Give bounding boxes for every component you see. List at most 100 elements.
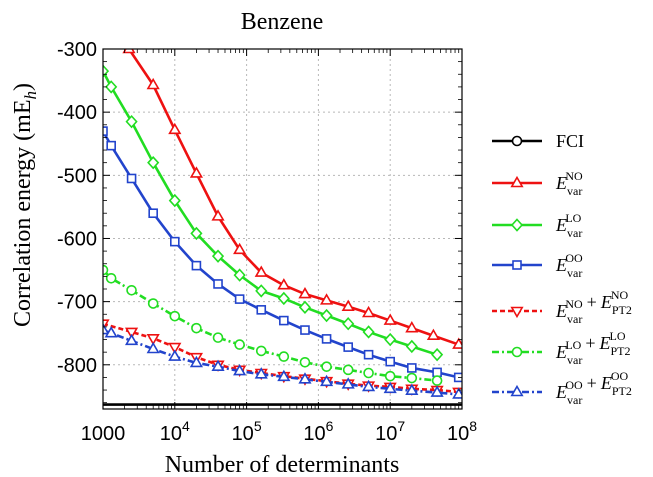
legend-label-symbol: E — [555, 215, 567, 235]
data-point — [124, 327, 139, 340]
data-point — [362, 325, 375, 339]
series-line — [103, 322, 459, 394]
legend-entry-4: EvarNO + EPT2NO — [492, 288, 632, 326]
legend-entry-3: EvarOO — [492, 251, 583, 280]
legend-label-symbol: E — [600, 292, 612, 312]
data-point — [168, 122, 182, 135]
data-point — [277, 291, 290, 306]
legend-label-sub: var — [567, 393, 582, 407]
data-point — [298, 286, 312, 299]
legend-label-sup: LO — [610, 329, 626, 343]
data-point — [384, 332, 397, 347]
data-point — [405, 321, 419, 333]
legend-label: FCI — [556, 131, 584, 151]
data-point — [298, 372, 312, 384]
x-tick-label-base: 10 — [160, 423, 182, 445]
data-point — [299, 356, 311, 368]
data-point — [407, 363, 417, 373]
y-axis-label-close: ) — [10, 83, 36, 91]
x-tick-label: 108 — [447, 418, 477, 445]
data-point — [255, 284, 268, 298]
data-point — [234, 339, 245, 350]
legend-label-plus: + — [585, 333, 595, 353]
legend-marker — [510, 175, 524, 188]
data-point — [211, 359, 225, 371]
x-tick-label-exp: 5 — [254, 418, 262, 434]
legend-label-sup: OO — [611, 369, 629, 383]
data-point — [298, 300, 312, 315]
legend-label-symbol: E — [555, 382, 567, 402]
data-point — [211, 209, 225, 221]
data-point — [321, 334, 332, 344]
legend-label-sub: PT2 — [610, 344, 630, 358]
data-point — [103, 322, 110, 335]
x-tick-label: 106 — [303, 418, 333, 445]
data-point — [320, 308, 333, 323]
data-point — [126, 284, 137, 296]
data-point — [431, 375, 443, 386]
legend-marker — [510, 306, 524, 319]
x-tick-label-exp: 6 — [326, 418, 334, 434]
legend-marker — [510, 218, 524, 232]
legend-label: EvarOO — [555, 251, 583, 280]
series-6 — [103, 322, 462, 399]
data-point — [105, 272, 117, 284]
data-point — [103, 126, 108, 136]
legend-entry-6: EvarOO + EPT2OO — [492, 369, 632, 407]
data-point — [146, 341, 160, 354]
legend-marker — [510, 384, 524, 397]
legend-entry-0: FCI — [492, 131, 584, 151]
data-point — [122, 49, 136, 54]
data-point — [233, 364, 247, 376]
legend-label-symbol: E — [555, 301, 567, 321]
data-point — [255, 345, 267, 357]
data-point — [279, 315, 289, 326]
data-point — [426, 328, 441, 341]
y-tick-label: -700 — [57, 292, 97, 314]
data-point — [234, 294, 245, 304]
data-point — [168, 349, 182, 361]
data-point — [383, 313, 397, 325]
legend-label-symbol: E — [555, 342, 567, 362]
x-tick-label: 1000 — [81, 423, 126, 445]
data-point — [363, 349, 374, 360]
data-point — [147, 155, 160, 170]
data-point — [254, 367, 268, 379]
data-point — [125, 114, 138, 129]
legend-label-plus: + — [587, 373, 597, 393]
data-point — [170, 236, 180, 247]
data-point — [319, 293, 334, 305]
y-axis: -300 -400 -500 -600 -700 -800 — [57, 39, 462, 404]
data-point — [342, 364, 354, 376]
data-point — [300, 325, 310, 335]
data-point — [452, 337, 462, 349]
legend-entry-1: EvarNO — [492, 169, 583, 198]
x-tick-label-base: 10 — [375, 423, 397, 445]
series-layer — [103, 49, 462, 406]
legend-label-sub: PT2 — [612, 303, 632, 317]
x-tick-label-base: 1000 — [81, 423, 126, 445]
data-point — [361, 305, 376, 318]
data-point — [278, 351, 290, 362]
plot-frame — [102, 48, 463, 410]
legend-label: EvarLO + EPT2LO — [555, 329, 631, 367]
data-point — [277, 278, 291, 290]
x-tick-label-exp: 8 — [469, 418, 477, 434]
legend-entry-2: EvarLO — [492, 211, 582, 240]
data-point — [254, 265, 268, 277]
data-point — [105, 80, 118, 94]
series-5 — [103, 264, 443, 386]
legend-label-symbol: E — [598, 333, 610, 353]
data-point — [146, 333, 160, 346]
data-point — [191, 322, 202, 334]
legend-label-sub: var — [567, 312, 582, 326]
series-line — [103, 328, 459, 396]
x-tick-label: 105 — [232, 418, 262, 445]
data-point — [211, 249, 225, 263]
data-point — [431, 347, 444, 362]
data-point — [147, 298, 159, 309]
data-point — [405, 383, 419, 395]
chart-title: Benzene — [241, 9, 324, 35]
legend-label-plus: + — [587, 292, 597, 312]
data-point — [124, 333, 139, 346]
